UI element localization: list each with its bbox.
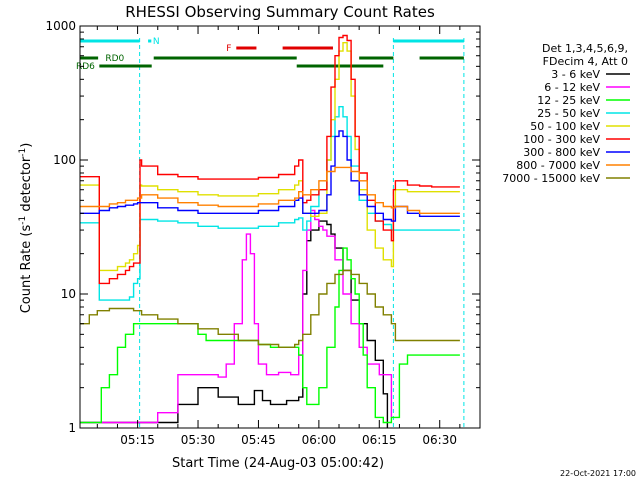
series-line-3 (80, 247, 460, 424)
x-tick-label-6: 06:30 (422, 433, 457, 447)
x-tick-label-2: 05:30 (181, 433, 216, 447)
y-label-sup-1: -1 (18, 216, 28, 225)
legend-label-2: 6 - 12 keV (544, 81, 600, 94)
legend: Det 1,3,4,5,6,9, FDecim 4, Att 0 3 - 6 k… (502, 42, 630, 185)
legend-label-9: 7000 - 15000 keV (502, 172, 600, 185)
series-line-2 (80, 209, 393, 424)
x-tick-label-4: 06:00 (302, 433, 337, 447)
x-axis-label: Start Time (24-Aug-03 05:00:42) (172, 456, 384, 471)
flag-label-rd0: RD0 (105, 54, 124, 64)
x-tick-label-5: 06:15 (362, 433, 397, 447)
legend-label-7: 300 - 800 keV (523, 146, 600, 159)
chart-title: RHESSI Observing Summary Count Rates (125, 3, 435, 21)
y-tick-label-1: 1 (68, 421, 76, 435)
flag-label-f: F (226, 44, 231, 54)
y-tick-label-2: 10 (61, 287, 76, 301)
legend-label-5: 50 - 100 keV (530, 120, 600, 133)
axes: 1 10 100 1000 05:15 05:30 05:45 06:00 06:15 06:30 (45, 19, 480, 447)
flag-label-rd6: RD6 (76, 62, 95, 72)
flag-label-n: N (153, 37, 160, 47)
y-tick-label-3: 100 (53, 153, 76, 167)
x-tick-label-1: 05:15 (120, 433, 155, 447)
plot-area: N F RD0 RD6 (76, 34, 465, 428)
y-tick-label-4: 1000 (45, 19, 76, 33)
y-label-part-1: Count Rate (s (19, 225, 34, 314)
x-tick-label-3: 05:45 (241, 433, 276, 447)
legend-label-8: 800 - 7000 keV (516, 159, 600, 172)
y-label-part-2: detector (19, 156, 34, 216)
series-line-8 (80, 166, 460, 214)
legend-label-4: 25 - 50 keV (537, 107, 600, 120)
y-axis-label-group: Count Rate (s-1 detector-1) (18, 143, 34, 314)
legend-header-line-1: Det 1,3,4,5,6,9, (542, 42, 628, 55)
y-label-sup-2: -1 (18, 148, 28, 157)
legend-label-6: 100 - 300 keV (523, 133, 600, 146)
legend-header-line-2: FDecim 4, Att 0 (543, 55, 628, 68)
y-label-part-3: ) (19, 143, 34, 148)
plot-frame (79, 25, 481, 429)
series-line-9 (80, 269, 460, 348)
y-axis-label: Count Rate (s-1 detector-1) (18, 143, 34, 314)
legend-label-1: 3 - 6 keV (551, 68, 600, 81)
legend-label-3: 12 - 25 keV (537, 94, 600, 107)
series-line-7 (80, 130, 460, 222)
footer-date: 22-Oct-2021 17:00 (560, 469, 636, 478)
